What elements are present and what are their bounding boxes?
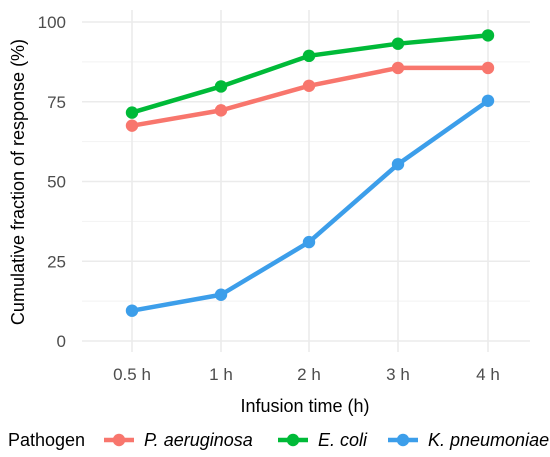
data-point bbox=[481, 61, 495, 75]
x-tick-label: 3 h bbox=[386, 365, 410, 384]
y-tick-label: 50 bbox=[47, 173, 66, 192]
x-axis-title: Infusion time (h) bbox=[240, 396, 369, 416]
data-point bbox=[214, 80, 228, 93]
data-point bbox=[391, 37, 405, 50]
legend-key-point bbox=[286, 433, 300, 447]
data-point bbox=[481, 94, 495, 107]
data-point bbox=[481, 29, 495, 42]
data-point bbox=[302, 235, 316, 249]
legend-label: P. aeruginosa bbox=[144, 430, 253, 450]
x-tick-label: 0.5 h bbox=[113, 365, 151, 384]
y-tick-label: 0 bbox=[57, 332, 66, 351]
x-tick-labels: 0.5 h 1 h 2 h 3 h 4 h bbox=[113, 365, 500, 384]
legend: Pathogen P. aeruginosa E. coli K. pneumoni… bbox=[8, 430, 549, 450]
series-lines bbox=[129, 33, 491, 313]
data-point bbox=[302, 49, 316, 63]
data-point bbox=[125, 304, 139, 317]
legend-item: E. coli bbox=[278, 430, 368, 450]
y-tick-labels: 0 25 50 75 100 bbox=[38, 13, 66, 351]
data-point bbox=[391, 61, 405, 75]
legend-title: Pathogen bbox=[8, 430, 85, 450]
legend-key-point bbox=[112, 433, 126, 447]
y-tick-label: 75 bbox=[47, 93, 66, 112]
x-tick-label: 4 h bbox=[476, 365, 500, 384]
legend-key-point bbox=[396, 433, 410, 447]
legend-label: K. pneumoniae bbox=[428, 430, 549, 450]
legend-label: E. coli bbox=[318, 430, 368, 450]
data-point bbox=[214, 104, 228, 117]
y-axis-title: Cumulative fraction of response (%) bbox=[8, 39, 28, 325]
y-tick-label: 25 bbox=[47, 252, 66, 271]
legend-item: P. aeruginosa bbox=[104, 430, 253, 450]
legend-item: K. pneumoniae bbox=[388, 430, 549, 450]
x-tick-label: 1 h bbox=[209, 365, 233, 384]
data-point bbox=[391, 158, 405, 171]
grid-lines bbox=[82, 10, 530, 352]
data-point bbox=[125, 106, 139, 119]
data-point bbox=[125, 119, 139, 132]
data-point bbox=[302, 79, 316, 93]
series-points bbox=[125, 29, 495, 317]
y-tick-label: 100 bbox=[38, 13, 66, 32]
series-line-2 bbox=[129, 98, 491, 313]
x-tick-label: 2 h bbox=[297, 365, 321, 384]
data-point bbox=[214, 288, 228, 301]
